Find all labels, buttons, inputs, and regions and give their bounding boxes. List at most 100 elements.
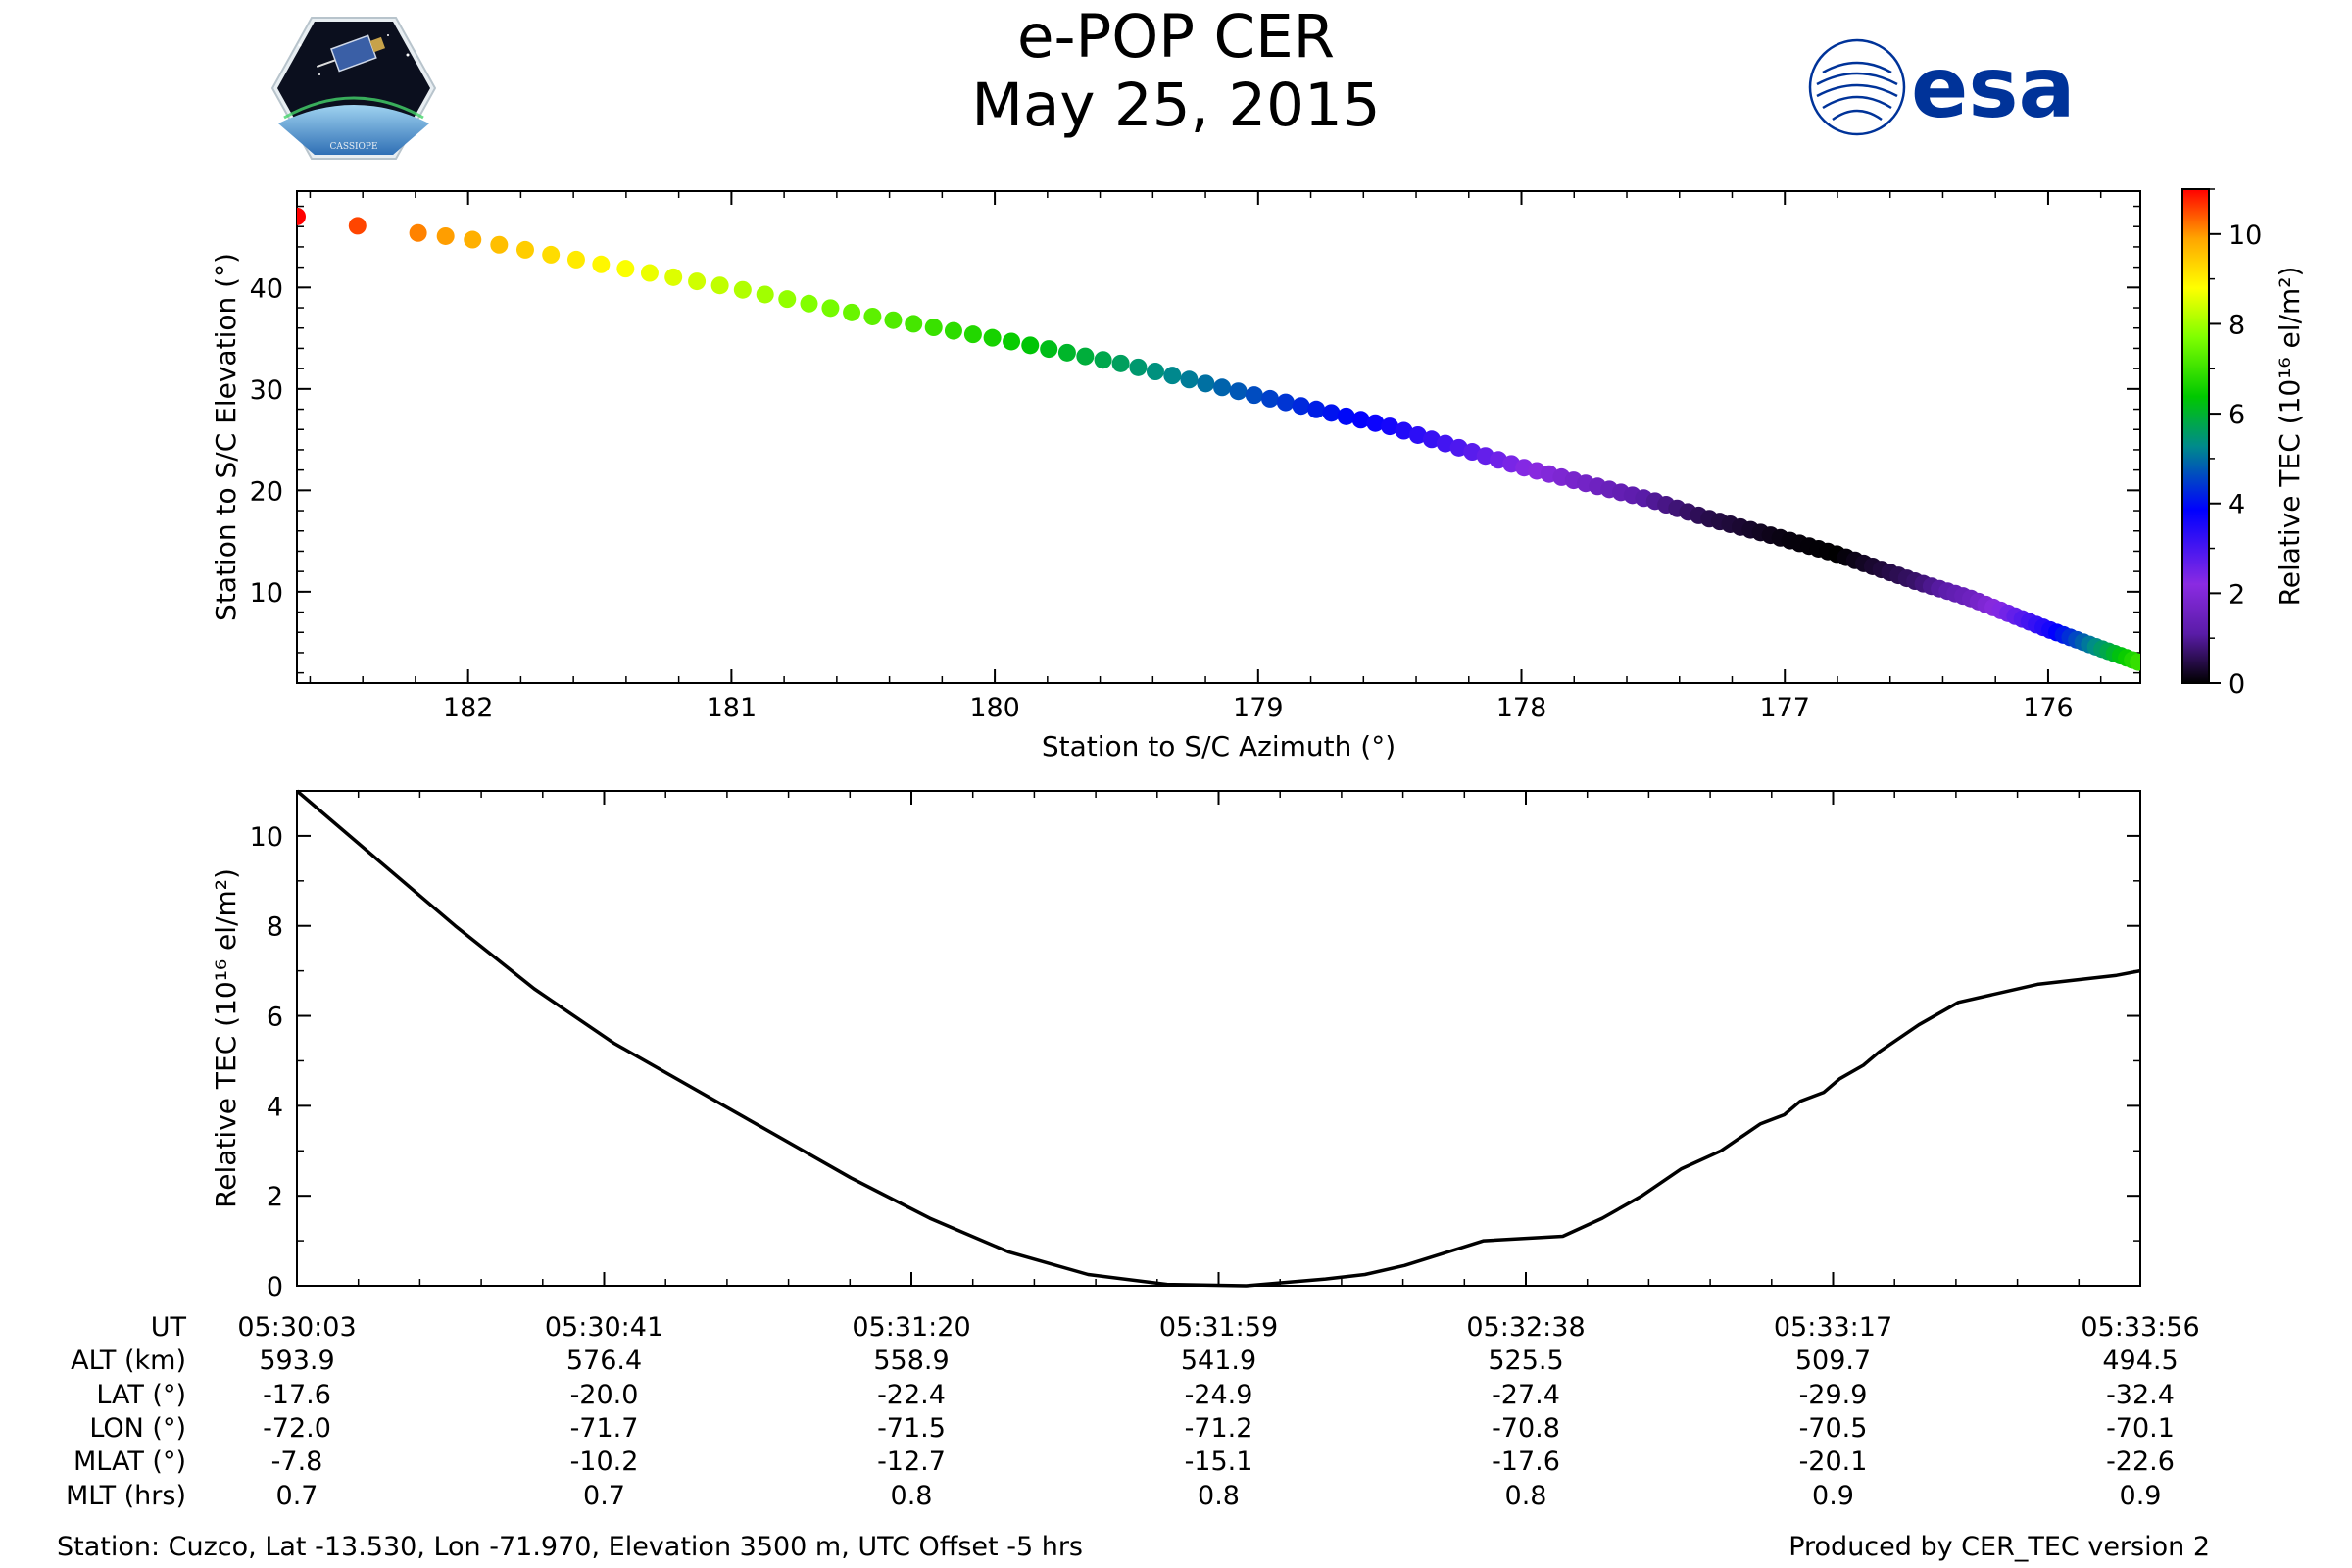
info-cell: -70.1 — [2106, 1412, 2175, 1444]
esa-logo-text: esa — [1911, 39, 2076, 137]
track-point — [1449, 438, 1468, 457]
track-point — [733, 280, 752, 299]
info-row-mlt: MLT (hrs) 0.7 0.7 0.8 0.8 0.8 0.9 0.9 — [0, 1480, 2352, 1513]
track-point — [778, 290, 797, 309]
info-cell: 0.7 — [275, 1480, 318, 1511]
x-axis-label: Station to S/C Azimuth (°) — [1042, 730, 1396, 762]
colorbar-tick-label: 10 — [2229, 220, 2262, 251]
info-cell: 509.7 — [1794, 1346, 1872, 1377]
track-point — [464, 230, 482, 249]
info-cell: -7.8 — [270, 1446, 323, 1478]
info-row-label: LON (°) — [89, 1412, 186, 1444]
track-dots — [297, 207, 2140, 671]
track-point — [409, 223, 427, 242]
info-row-label: LAT (°) — [96, 1379, 186, 1410]
track-point — [1337, 407, 1355, 425]
y-tick-label: 4 — [267, 1092, 283, 1122]
info-cell: 05:33:17 — [1773, 1312, 1893, 1343]
y-tick-label: 0 — [267, 1272, 283, 1302]
info-cell: -29.9 — [1798, 1379, 1868, 1410]
track-point — [640, 264, 659, 282]
chart-title: e-POP CER — [1016, 2, 1336, 72]
track-point — [924, 318, 943, 337]
info-cell: -20.1 — [1798, 1446, 1868, 1478]
info-row-label: ALT (km) — [71, 1346, 186, 1377]
track-point — [1146, 363, 1164, 381]
track-point — [1322, 404, 1341, 422]
track-point — [800, 294, 818, 313]
y-tick-label: 30 — [250, 375, 283, 406]
info-cell: -17.6 — [263, 1379, 331, 1410]
track-point — [1021, 336, 1040, 355]
info-cell: -22.4 — [877, 1379, 946, 1410]
info-cell: 576.4 — [565, 1346, 643, 1377]
tec-curve — [295, 789, 2141, 1288]
info-cell: -71.5 — [877, 1412, 946, 1444]
track-point — [2130, 653, 2140, 671]
track-point — [863, 307, 882, 325]
info-cell: 541.9 — [1180, 1346, 1257, 1377]
y-tick-label: 2 — [267, 1182, 283, 1212]
info-cell: 0.9 — [1812, 1480, 1854, 1511]
info-cell: 0.8 — [1504, 1480, 1547, 1511]
info-row-mlat: MLAT (°) -7.8 -10.2 -12.7 -15.1 -17.6 -20.1 -22… — [0, 1446, 2352, 1479]
track-point — [1057, 343, 1076, 362]
track-point — [1129, 358, 1148, 376]
track-point — [821, 299, 840, 318]
track-point — [1422, 430, 1441, 449]
track-point — [756, 285, 774, 304]
track-point — [1245, 386, 1263, 405]
info-cell: 05:30:03 — [237, 1312, 357, 1343]
colorbar: 0 2 4 6 8 10 Relative TEC (10¹⁶ el/m²) — [2181, 188, 2306, 700]
colorbar-tick-label: 4 — [2229, 490, 2245, 520]
track-point — [1163, 367, 1182, 385]
info-cell: -32.4 — [2106, 1379, 2175, 1410]
track-point — [1381, 417, 1399, 436]
track-point — [566, 250, 585, 269]
info-cell: 0.8 — [890, 1480, 933, 1511]
info-cell: -22.6 — [2106, 1446, 2175, 1478]
track-point — [688, 272, 707, 291]
x-tick-label: 177 — [1759, 693, 1810, 723]
track-point — [436, 226, 455, 245]
track-point — [1040, 340, 1058, 359]
info-cell: 05:30:41 — [544, 1312, 664, 1343]
track-point — [664, 268, 683, 286]
colorbar-label: Relative TEC (10¹⁶ el/m²) — [2274, 267, 2306, 607]
track-point — [1076, 347, 1095, 366]
info-cell: 05:31:20 — [852, 1312, 971, 1343]
y-tick-label: 10 — [250, 578, 283, 609]
info-cell: -10.2 — [569, 1446, 639, 1478]
info-cell: -15.1 — [1184, 1446, 1253, 1478]
info-row-label: MLAT (°) — [74, 1446, 186, 1478]
produced-by: Produced by CER_TEC version 2 — [1788, 1532, 2210, 1562]
y-axis-label: Station to S/C Elevation (°) — [210, 253, 242, 621]
info-cell: -24.9 — [1184, 1379, 1253, 1410]
x-tick-label: 176 — [2023, 693, 2074, 723]
colorbar-tick-label: 0 — [2229, 669, 2245, 700]
info-row-lon: LON (°) -72.0 -71.7 -71.5 -71.2 -70.8 -70.5 -70… — [0, 1412, 2352, 1446]
track-point — [1366, 414, 1385, 432]
y-tick-label: 8 — [267, 912, 283, 943]
info-row-lat: LAT (°) -17.6 -20.0 -22.4 -24.9 -27.4 -29.9 -32… — [0, 1379, 2352, 1412]
plot-frame — [296, 790, 2141, 1287]
y-axis-label: Relative TEC (10¹⁶ el/m²) — [210, 868, 242, 1208]
info-cell: 525.5 — [1488, 1346, 1564, 1377]
track-point — [884, 311, 903, 329]
track-point — [1003, 332, 1021, 351]
info-cell: 494.5 — [2102, 1346, 2179, 1377]
info-cell: -17.6 — [1492, 1446, 1560, 1478]
x-tick-label: 178 — [1496, 693, 1547, 723]
info-row-alt: ALT (km) 593.9 576.4 558.9 541.9 525.5 509.7 49… — [0, 1345, 2352, 1378]
track-point — [1094, 351, 1112, 369]
y-tick-label: 6 — [267, 1003, 283, 1033]
track-point — [1229, 382, 1248, 401]
chart-date: May 25, 2015 — [971, 71, 1381, 140]
station-info: Station: Cuzco, Lat -13.530, Lon -71.970… — [57, 1532, 1083, 1562]
track-point — [490, 235, 509, 254]
x-tick-label: 179 — [1233, 693, 1284, 723]
track-point — [1292, 397, 1310, 416]
track-point — [348, 217, 367, 235]
info-cell: -20.0 — [569, 1379, 639, 1410]
